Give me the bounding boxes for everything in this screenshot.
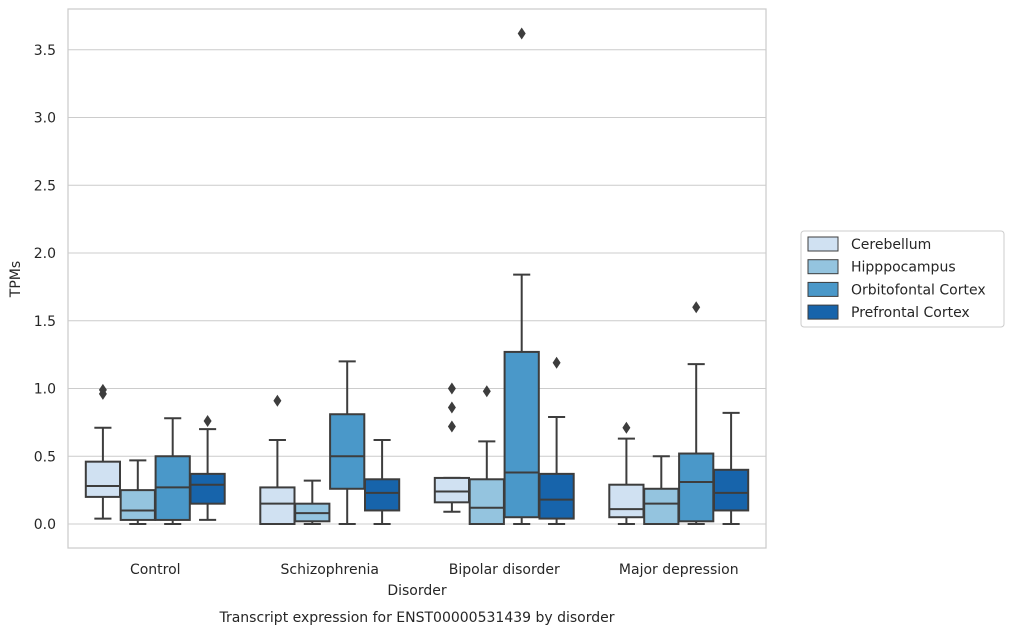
outlier-point	[622, 421, 631, 434]
box-hipppocampus	[119, 459, 156, 525]
y-tick-label: 2.5	[34, 178, 56, 194]
box-orbitofontal-cortex	[154, 417, 191, 525]
y-tick-label: 1.0	[34, 382, 56, 398]
y-tick-label: 0.5	[34, 449, 56, 465]
box-body	[678, 452, 715, 523]
box-body	[259, 486, 296, 526]
box-hipppocampus	[643, 455, 680, 525]
box-prefrontal-cortex	[189, 415, 226, 521]
box-body	[119, 489, 156, 521]
y-axis-label: TPMs	[8, 261, 24, 298]
outlier-point	[98, 383, 107, 396]
box-plots	[84, 27, 750, 526]
chart-caption: Transcript expression for ENST0000053143…	[218, 610, 614, 626]
outlier-point	[517, 27, 526, 40]
outlier-point	[692, 301, 701, 314]
y-tick-label: 1.5	[34, 314, 56, 330]
y-tick-label: 0.0	[34, 517, 56, 533]
outlier-point	[447, 382, 456, 395]
legend-label: Orbitofontal Cortex	[851, 282, 986, 298]
box-body	[468, 478, 505, 526]
legend-label: Prefrontal Cortex	[851, 305, 970, 321]
x-tick-label: Bipolar disorder	[449, 562, 560, 578]
box-prefrontal-cortex	[363, 438, 401, 525]
x-tick-label: Schizophrenia	[281, 562, 379, 578]
legend-swatch	[807, 236, 839, 252]
legend-label: Hipppocampus	[851, 260, 956, 276]
y-tick-labels: 0.0 0.5 1.0 1.5 2.0 2.5 3.0 3.5	[34, 43, 56, 533]
legend-swatch	[807, 259, 839, 275]
outlier-point	[482, 385, 491, 398]
box-cerebellum	[433, 382, 471, 513]
x-axis-label: Disorder	[387, 583, 447, 599]
box-body	[643, 487, 680, 525]
legend-swatch	[807, 304, 839, 320]
box-hipppocampus	[468, 385, 505, 526]
box-body	[712, 468, 750, 512]
legend-swatch	[807, 281, 839, 297]
box-prefrontal-cortex	[712, 411, 750, 525]
box-prefrontal-cortex	[538, 356, 575, 525]
legend-frame	[800, 230, 1005, 328]
outlier-point	[203, 415, 212, 428]
box-body	[329, 413, 366, 490]
y-tick-label: 3.5	[34, 43, 56, 59]
x-tick-labels: Control Schizophrenia Bipolar disorder Majo…	[130, 562, 739, 578]
box-body	[503, 350, 540, 519]
box-body	[538, 472, 575, 520]
box-cerebellum	[84, 383, 122, 520]
x-tick-label: Major depression	[619, 562, 739, 578]
box-body	[608, 483, 645, 519]
outlier-point	[273, 394, 282, 407]
box-body	[363, 478, 401, 512]
box-body	[84, 460, 122, 498]
legend-label: Cerebellum	[851, 237, 931, 253]
outlier-point	[552, 356, 561, 369]
y-tick-label: 3.0	[34, 111, 56, 127]
box-hipppocampus	[294, 479, 331, 525]
plot-frame	[67, 8, 767, 549]
legend: Cerebellum Hipppocampus Orbitofontal Corte…	[800, 230, 1005, 328]
outlier-point	[447, 420, 456, 433]
x-tick-label: Control	[130, 562, 181, 578]
y-tick-label: 2.0	[34, 246, 56, 262]
box-orbitofontal-cortex	[329, 360, 366, 525]
box-body	[189, 472, 226, 505]
box-orbitofontal-cortex	[503, 27, 540, 525]
outlier-point	[447, 401, 456, 414]
box-body	[433, 476, 471, 504]
